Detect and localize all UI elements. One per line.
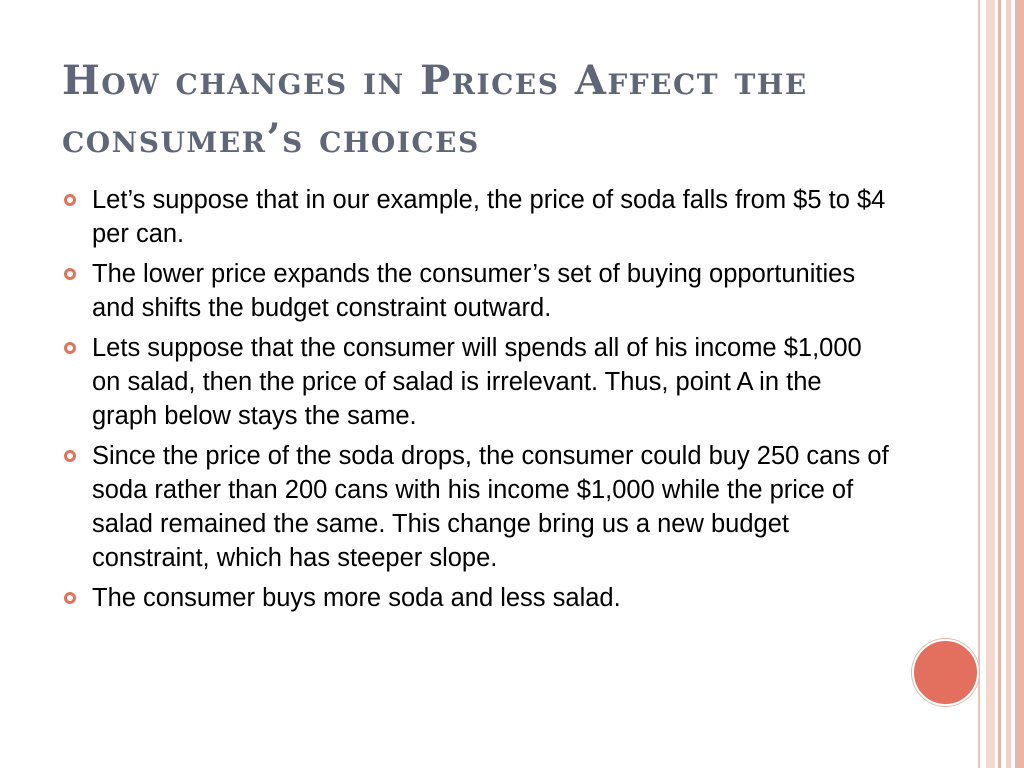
bullet-item-5: The consumer buys more soda and less sal… — [62, 581, 892, 615]
hollow-circle-icon — [64, 194, 76, 206]
bullet-item-4: Since the price of the soda drops, the c… — [62, 439, 892, 575]
slide-title-line-2: consumer’s choices — [62, 115, 480, 162]
hollow-circle-icon — [64, 450, 76, 462]
bullet-list: Let’s suppose that in our example, the p… — [62, 183, 892, 621]
hollow-circle-icon — [64, 592, 76, 604]
hollow-circle-icon — [64, 342, 76, 354]
slide-title-line-1: How changes in Prices Affect the — [62, 57, 808, 104]
bullet-text-4: Since the price of the soda drops, the c… — [92, 442, 889, 572]
slide-title: How changes in Prices Affect the consume… — [62, 52, 922, 168]
bullet-item-2: The lower price expands the consumer’s s… — [62, 257, 892, 325]
decorative-stripe — [1006, 0, 1011, 768]
decorative-stripe — [986, 0, 995, 768]
bullet-text-2: The lower price expands the consumer’s s… — [92, 260, 856, 322]
decorative-stripe — [1015, 0, 1024, 768]
bullet-item-3: Lets suppose that the consumer will spen… — [62, 331, 892, 433]
filled-circle-icon — [912, 639, 979, 706]
bullet-item-1: Let’s suppose that in our example, the p… — [62, 183, 892, 251]
decorative-stripe — [978, 0, 980, 768]
bullet-text-5: The consumer buys more soda and less sal… — [92, 584, 621, 612]
hollow-circle-icon — [64, 268, 76, 280]
decorative-stripe — [998, 0, 1001, 768]
bullet-text-3: Lets suppose that the consumer will spen… — [92, 334, 862, 430]
bullet-text-1: Let’s suppose that in our example, the p… — [92, 186, 886, 248]
